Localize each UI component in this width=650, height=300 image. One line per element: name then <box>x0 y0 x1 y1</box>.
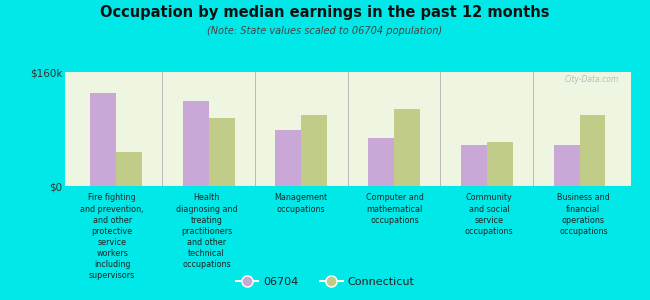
Bar <box>302 115 328 186</box>
Bar <box>90 93 116 186</box>
Bar <box>368 137 394 186</box>
Text: Fire fighting
and prevention,
and other
protective
service
workers
including
sup: Fire fighting and prevention, and other … <box>81 194 144 280</box>
Bar <box>461 145 487 186</box>
Bar <box>487 142 513 186</box>
Bar <box>209 118 235 186</box>
Bar <box>394 109 420 186</box>
Legend: 06704, Connecticut: 06704, Connecticut <box>231 273 419 291</box>
Bar <box>554 145 580 186</box>
Bar <box>116 152 142 186</box>
Text: City-Data.com: City-Data.com <box>565 75 619 84</box>
Text: (Note: State values scaled to 06704 population): (Note: State values scaled to 06704 popu… <box>207 26 443 35</box>
Text: Occupation by median earnings in the past 12 months: Occupation by median earnings in the pas… <box>100 4 550 20</box>
Bar <box>276 130 302 186</box>
Text: Computer and
mathematical
occupations: Computer and mathematical occupations <box>366 194 424 225</box>
Bar <box>183 100 209 186</box>
Text: Business and
financial
operations
occupations: Business and financial operations occupa… <box>557 194 610 236</box>
Bar <box>580 115 605 186</box>
Text: Community
and social
service
occupations: Community and social service occupations <box>465 194 514 236</box>
Text: Health
diagnosing and
treating
practitioners
and other
technical
occupations: Health diagnosing and treating practitio… <box>176 194 237 269</box>
Text: Management
occupations: Management occupations <box>274 194 327 214</box>
